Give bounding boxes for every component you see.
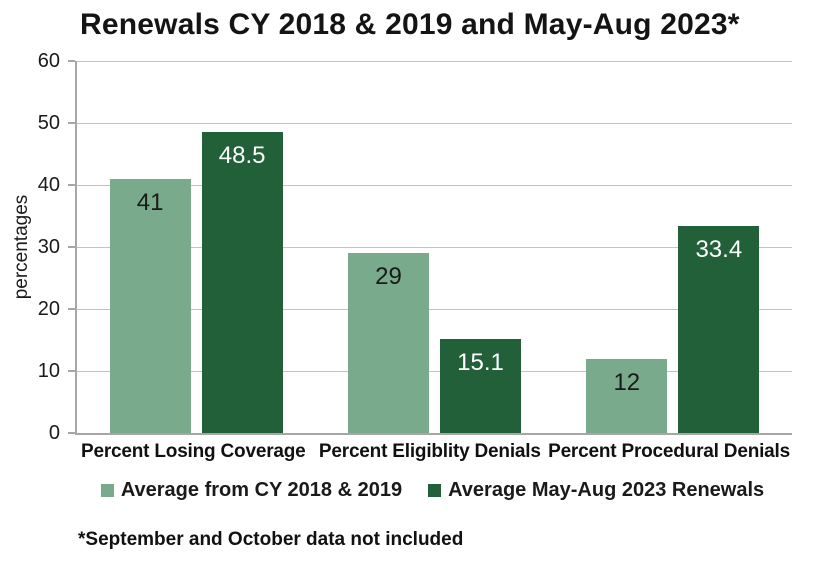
bar-series2-category2: 15.1	[439, 339, 521, 433]
bar-series1-category2: 29	[347, 253, 429, 433]
footnote: *September and October data not included	[78, 529, 464, 550]
legend-swatch-icon	[428, 484, 442, 497]
y-tick-mark-20	[68, 308, 75, 311]
gridline-50	[77, 123, 792, 124]
y-tick-mark-50	[68, 122, 75, 124]
y-tick-mark-0	[68, 432, 75, 434]
y-tick-mark-40	[68, 184, 75, 187]
bar-group-0: 41 48.5	[77, 61, 315, 433]
bar-value-label: 48.5	[218, 142, 266, 170]
gridline-20	[77, 309, 792, 311]
bar-series2-category3: 33.4	[678, 225, 760, 433]
legend-label: Average from CY 2018 & 2019	[120, 479, 403, 501]
bar-group-2: 12 33.4	[554, 61, 792, 433]
category-label-2: Percent Procedural Denials	[548, 441, 790, 462]
x-axis-labels: Percent Losing Coverage Percent Eligiblit…	[75, 441, 790, 463]
bar-groups: 41 48.5 29 15.1 12 33.4	[77, 61, 792, 433]
bar-series1-category3: 12	[586, 358, 668, 433]
y-tick-mark-30	[68, 246, 75, 248]
y-tick-mark-10	[68, 370, 75, 373]
bar-value-label: 41	[136, 188, 164, 216]
chart-title: Renewals CY 2018 & 2019 and May-Aug 2023…	[80, 8, 740, 41]
legend-swatch-icon	[100, 484, 114, 497]
y-tick-label-30: 30	[37, 236, 60, 258]
category-label-0: Percent Losing Coverage	[81, 441, 306, 462]
y-tick-label-20: 20	[37, 298, 60, 321]
category-label-1: Percent Eligiblity Denials	[318, 441, 541, 462]
y-tick-label-60: 60	[37, 50, 60, 72]
bar-series1-category1: 41	[109, 178, 191, 433]
gridline-40	[77, 185, 792, 187]
gridline-60	[77, 61, 792, 62]
y-tick-label-10: 10	[37, 360, 60, 383]
bar-value-label: 29	[375, 263, 402, 291]
bar-group-1: 29 15.1	[315, 61, 553, 433]
y-tick-label-50: 50	[37, 112, 60, 134]
bar-series2-category1: 48.5	[201, 132, 283, 433]
bar-value-label: 33.4	[695, 235, 743, 263]
y-tick-label-0: 0	[48, 422, 60, 444]
y-axis: 0 10 20 30 40 50 60	[0, 50, 75, 444]
legend-item-2: Average May-Aug 2023 Renewals	[428, 479, 764, 502]
legend-item-1: Average from CY 2018 & 2019	[100, 479, 403, 502]
bar-value-label: 12	[613, 368, 641, 396]
y-tick-label-40: 40	[37, 174, 60, 197]
bar-value-label: 15.1	[457, 349, 504, 377]
legend: Average from CY 2018 & 2019 Average May-A…	[75, 479, 790, 502]
plot-area: 41 48.5 29 15.1 12 33.4	[75, 61, 792, 435]
gridline-30	[77, 247, 792, 248]
y-tick-mark-60	[68, 60, 75, 62]
legend-label: Average May-Aug 2023 Renewals	[448, 479, 765, 501]
gridline-10	[77, 371, 792, 373]
